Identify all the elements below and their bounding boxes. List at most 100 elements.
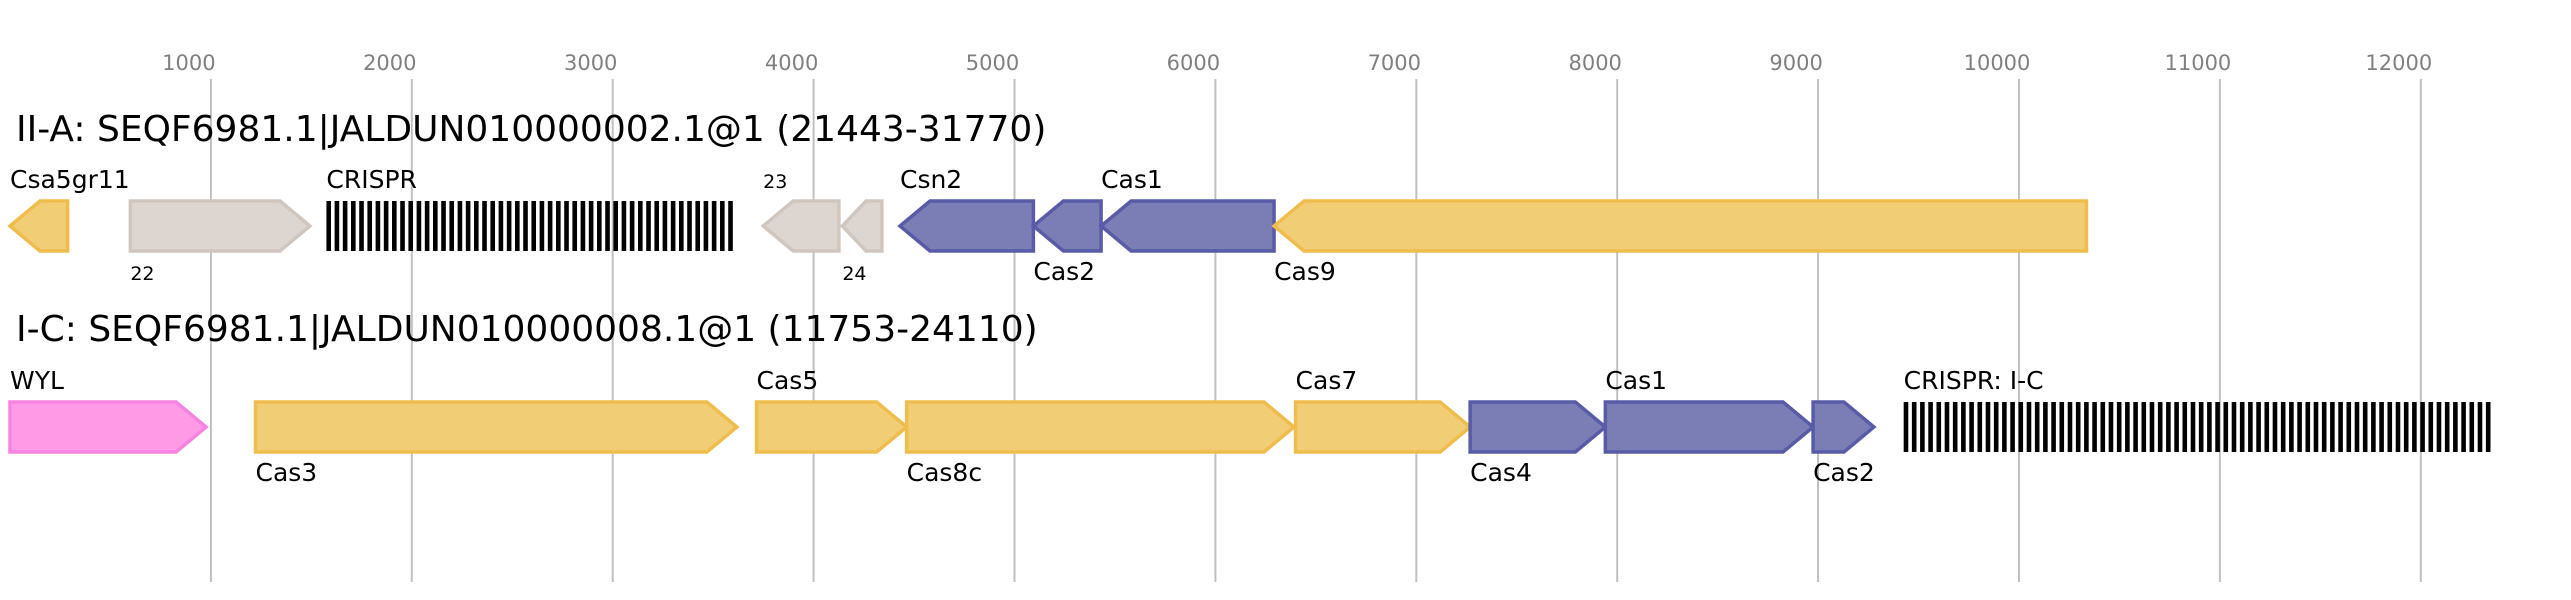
crispr-repeat (2371, 402, 2376, 452)
crispr-repeat (2010, 402, 2015, 452)
crispr-repeat (482, 201, 487, 251)
crispr-repeat (2198, 402, 2204, 452)
crispr-repeat (2100, 402, 2106, 452)
crispr-repeat (638, 201, 643, 251)
feature-label: WYL (10, 366, 64, 395)
gene-arrow-cas9[interactable] (1271, 199, 2089, 253)
crispr-repeat (2190, 402, 2196, 452)
crispr-repeat (408, 201, 414, 251)
gene-arrow-csn2[interactable] (897, 199, 1036, 253)
gene-arrow-csa5gr11[interactable] (7, 199, 70, 253)
crispr-repeat (621, 201, 627, 251)
axis-tick-labels: 1000 2000 3000 4000 5000 6000 7000 8000 9000 1000… (162, 51, 2432, 75)
crispr-repeat (334, 201, 340, 251)
crispr-repeat (2043, 402, 2048, 452)
gene-arrow-cas5[interactable] (754, 400, 910, 454)
crispr-repeat (2207, 402, 2212, 452)
crispr-repeat (515, 201, 520, 251)
crispr-repeat (2166, 402, 2171, 452)
gene-arrow-cas7[interactable] (1293, 400, 1473, 454)
feature-label: Cas7 (1296, 366, 1358, 395)
crispr-repeat (720, 201, 725, 251)
tick-label: 9000 (1769, 51, 1822, 75)
crispr-repeat (1911, 402, 1917, 452)
crispr-repeat (2477, 402, 2483, 452)
crispr-repeat (2485, 402, 2491, 452)
tick-label: 11000 (2164, 51, 2231, 75)
tick-label: 8000 (1568, 51, 1621, 75)
gene-arrow-wyl[interactable] (8, 400, 209, 454)
crispr-repeat (2092, 402, 2097, 452)
feature-label: Csa5gr11 (10, 165, 130, 194)
crispr-repeat (2256, 402, 2261, 452)
gene-arrow-cas8c[interactable] (904, 400, 1297, 454)
tick-label: 7000 (1368, 51, 1421, 75)
crispr-repeat (1920, 402, 1925, 452)
crispr-repeat (1903, 402, 1909, 452)
crispr-repeat (2116, 402, 2122, 452)
crispr-repeat (441, 201, 446, 251)
crispr-repeat (646, 201, 651, 251)
crispr-repeat (539, 201, 545, 251)
feature-label: Cas5 (757, 366, 819, 395)
gene-arrow-cas3[interactable] (253, 400, 740, 454)
crispr-repeat (367, 201, 373, 251)
crispr-repeat (547, 201, 553, 251)
gene-arrow-24[interactable] (839, 199, 884, 253)
tick-label: 1000 (162, 51, 215, 75)
tick-label: 6000 (1167, 51, 1220, 75)
crispr-repeat (2182, 402, 2188, 452)
crispr-repeat (523, 201, 528, 251)
gene-arrow-cas2[interactable] (1030, 199, 1103, 253)
crispr-repeat (2018, 402, 2024, 452)
crispr-repeat (2362, 402, 2368, 452)
tick-label: 10000 (1964, 51, 2031, 75)
crispr-repeat (375, 201, 381, 251)
crispr-repeat (654, 201, 660, 251)
crispr-repeat (2379, 402, 2384, 452)
gene-arrow-cas2[interactable] (1811, 400, 1877, 454)
grid-lines (209, 79, 2422, 582)
crispr-repeat (670, 201, 676, 251)
feature-label: CRISPR: I-C (1904, 366, 2044, 395)
crispr-repeat (490, 201, 496, 251)
crispr-repeat (2387, 402, 2393, 452)
crispr-repeat (2059, 402, 2065, 452)
crispr-repeat (351, 201, 356, 251)
gene-arrow-22[interactable] (128, 199, 313, 253)
crispr-repeat (2330, 402, 2335, 452)
crispr-repeat (687, 201, 692, 251)
crispr-repeat (2034, 402, 2040, 452)
feature-label: 23 (763, 171, 787, 193)
crispr-repeat (2026, 402, 2032, 452)
crispr-repeat (2002, 402, 2007, 452)
tick-label: 3000 (564, 51, 617, 75)
crispr-repeat (2428, 402, 2434, 452)
gene-arrow-cas1[interactable] (1098, 199, 1276, 253)
crispr-repeat (2223, 402, 2229, 452)
crispr-repeat (2084, 402, 2089, 452)
crispr-repeat (2051, 402, 2056, 452)
crispr-repeat (2461, 402, 2466, 452)
feature-label: Cas2 (1033, 257, 1095, 286)
feature-label: Cas8c (907, 458, 982, 487)
gene-arrow-23[interactable] (760, 199, 841, 253)
crispr-repeat (1944, 402, 1950, 452)
crispr-repeat (2108, 402, 2114, 452)
crispr-repeat (1961, 402, 1966, 452)
crispr-repeat (564, 201, 569, 251)
crispr-repeat (695, 201, 701, 251)
crispr-repeat (2248, 402, 2253, 452)
crispr-repeat (2215, 402, 2220, 452)
feature-label: Cas3 (255, 458, 317, 487)
crispr-repeat (629, 201, 635, 251)
crispr-repeat (2444, 402, 2450, 452)
crispr-repeat (2313, 402, 2319, 452)
crispr-repeat (2289, 402, 2294, 452)
gene-arrow-cas1[interactable] (1603, 400, 1816, 454)
crispr-repeat (2133, 402, 2138, 452)
tick-label: 5000 (966, 51, 1019, 75)
crispr-array-crispr (326, 201, 733, 251)
crispr-repeat (613, 201, 619, 251)
gene-arrow-cas4[interactable] (1468, 400, 1609, 454)
